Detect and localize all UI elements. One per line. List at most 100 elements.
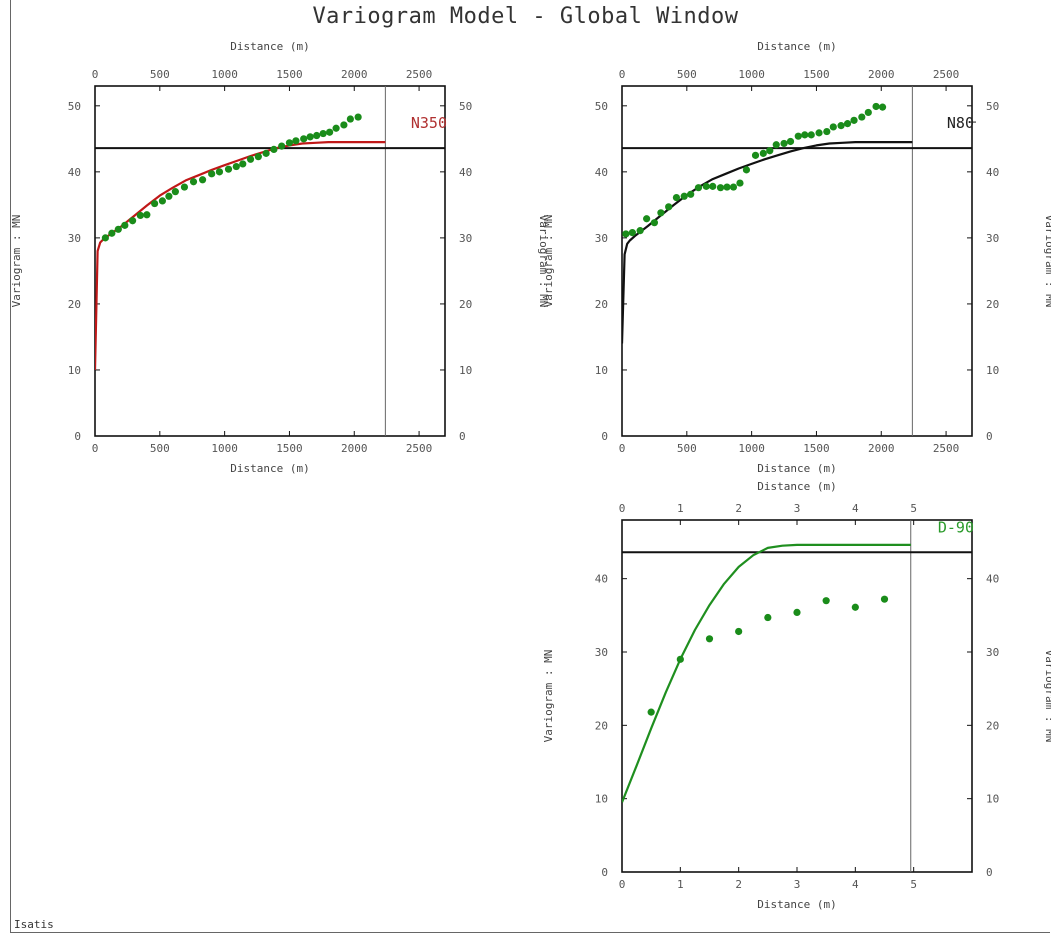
experimental-point (622, 230, 630, 238)
experimental-point (278, 142, 286, 150)
y-tick-label: 10 (595, 364, 608, 377)
experimental-point (780, 139, 788, 148)
x-tick-label: 5 (910, 878, 917, 891)
experimental-point (759, 149, 767, 157)
y-tick-label: 40 (595, 573, 608, 586)
experimental-point (313, 131, 321, 140)
experimental-point (665, 203, 673, 211)
experimental-point (270, 145, 278, 153)
x-axis-label-bottom: Distance (m) (757, 462, 836, 475)
x-axis-label-bottom: Distance (m) (230, 462, 309, 475)
experimental-point (864, 108, 872, 117)
y-tick-label: 40 (459, 166, 472, 179)
experimental-point (807, 131, 815, 139)
y-tick-label: 50 (595, 100, 608, 113)
y-tick-label: 30 (595, 232, 608, 245)
x-tick-label: 1500 (276, 68, 303, 81)
y-tick-label: 30 (68, 232, 81, 245)
x-tick-label: 1 (677, 878, 684, 891)
experimental-point (672, 194, 681, 202)
experimental-point (687, 190, 695, 198)
x-tick-label: 2500 (406, 68, 433, 81)
x-tick-label: 1500 (276, 442, 303, 455)
experimental-point (878, 103, 887, 111)
experimental-point (801, 131, 809, 139)
x-tick-label: 2 (735, 878, 742, 891)
y-tick-label: 0 (74, 430, 81, 443)
experimental-point (858, 113, 866, 121)
experimental-point (742, 166, 751, 174)
model-curve (622, 543, 911, 803)
experimental-point (872, 102, 880, 111)
y-axis-label-right: Variogram : MN (1043, 215, 1051, 308)
experimental-point (158, 197, 167, 205)
plot-area (95, 86, 445, 436)
y-axis-label-left: Variogram : MN (542, 215, 555, 308)
experimental-point (851, 603, 859, 611)
experimental-point (326, 128, 334, 136)
y-tick-label: 50 (986, 100, 999, 113)
experimental-point (114, 225, 122, 233)
experimental-point (332, 124, 340, 132)
experimental-point (716, 184, 725, 192)
x-tick-label: 0 (619, 502, 626, 515)
experimental-point (246, 155, 255, 163)
y-tick-label: 20 (986, 298, 999, 311)
x-tick-label: 500 (150, 68, 170, 81)
y-tick-label: 20 (986, 719, 999, 732)
y-tick-label: 0 (601, 866, 608, 879)
experimental-point (822, 597, 830, 605)
y-tick-label: 0 (601, 430, 608, 443)
experimental-point (254, 153, 262, 161)
x-tick-label: 1500 (803, 68, 830, 81)
y-axis-label-left: Variogram : MN (10, 215, 23, 308)
x-tick-label: 0 (619, 68, 626, 81)
model-curve (95, 141, 386, 371)
y-tick-label: 40 (986, 166, 999, 179)
y-tick-label: 30 (986, 232, 999, 245)
experimental-point (680, 192, 688, 200)
experimental-point (636, 227, 644, 235)
x-tick-label: 5 (910, 502, 917, 515)
experimental-point (702, 182, 710, 190)
y-tick-label: 0 (986, 866, 993, 879)
x-tick-label: 0 (92, 68, 99, 81)
plot-frame (94, 85, 446, 437)
experimental-point (346, 115, 354, 123)
experimental-point (151, 199, 159, 208)
y-tick-label: 10 (986, 364, 999, 377)
experimental-point (165, 192, 173, 200)
experimental-point (306, 133, 314, 141)
plot-area (622, 520, 972, 872)
y-tick-label: 0 (459, 430, 466, 443)
x-tick-label: 2500 (406, 442, 433, 455)
experimental-point (121, 221, 129, 229)
x-tick-label: 1500 (803, 442, 830, 455)
footer-label: Isatis (14, 918, 54, 931)
x-tick-label: 4 (852, 502, 859, 515)
experimental-point (676, 655, 684, 663)
y-tick-label: 0 (986, 430, 993, 443)
experimental-point (224, 165, 233, 173)
experimental-point (643, 215, 651, 223)
experimental-point (215, 168, 224, 176)
experimental-point (198, 176, 207, 184)
experimental-point (300, 135, 308, 143)
experimental-point (786, 137, 795, 146)
x-tick-label: 2000 (868, 68, 895, 81)
x-axis-label-top: Distance (m) (757, 480, 836, 493)
experimental-point (136, 211, 144, 220)
experimental-point (657, 209, 665, 217)
experimental-point (794, 132, 802, 140)
experimental-point (705, 635, 714, 643)
x-tick-label: 2000 (341, 442, 368, 455)
x-tick-label: 500 (677, 442, 697, 455)
experimental-point (823, 127, 831, 136)
plot-window (10, 0, 1050, 933)
experimental-point (128, 217, 137, 225)
experimental-point (292, 137, 300, 145)
y-tick-label: 20 (595, 719, 608, 732)
experimental-point (837, 122, 845, 130)
y-tick-label: 30 (595, 646, 608, 659)
y-tick-label: 10 (459, 364, 472, 377)
